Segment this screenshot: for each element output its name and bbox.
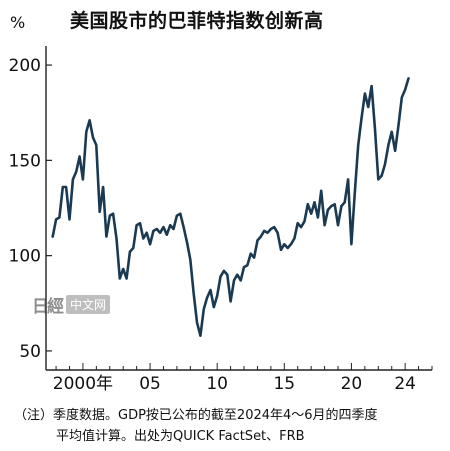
watermark-text: 中文网 (66, 295, 111, 314)
chart-title: 美国股市的巴菲特指数创新高 (70, 10, 324, 32)
x-tick-label: 2000年 (53, 374, 113, 394)
footnote-line-1: （注）季度数据。GDP按已公布的截至2024年4～6月的四季度 (14, 408, 378, 423)
y-tick-label: 100 (9, 247, 41, 267)
watermark-logo: 日經 (32, 297, 64, 317)
watermark: 日經 中文网 (32, 292, 111, 317)
y-tick-label: 150 (9, 151, 41, 171)
x-tick-label: 10 (206, 374, 228, 394)
y-tick-label: 200 (9, 56, 41, 76)
series-line (51, 77, 410, 338)
x-tick-label: 05 (139, 374, 161, 394)
y-tick-label: 50 (19, 342, 41, 362)
y-axis-unit: % (10, 13, 26, 32)
x-tick-label: 15 (273, 374, 295, 394)
x-tick-label: 20 (341, 374, 363, 394)
line-chart: 50 100 150 200 2000年 05 10 15 20 24 (9, 46, 433, 394)
x-tick-label: 24 (394, 374, 416, 394)
footnote-line-2: 平均值计算。出处为QUICK FactSet、FRB (56, 429, 305, 444)
